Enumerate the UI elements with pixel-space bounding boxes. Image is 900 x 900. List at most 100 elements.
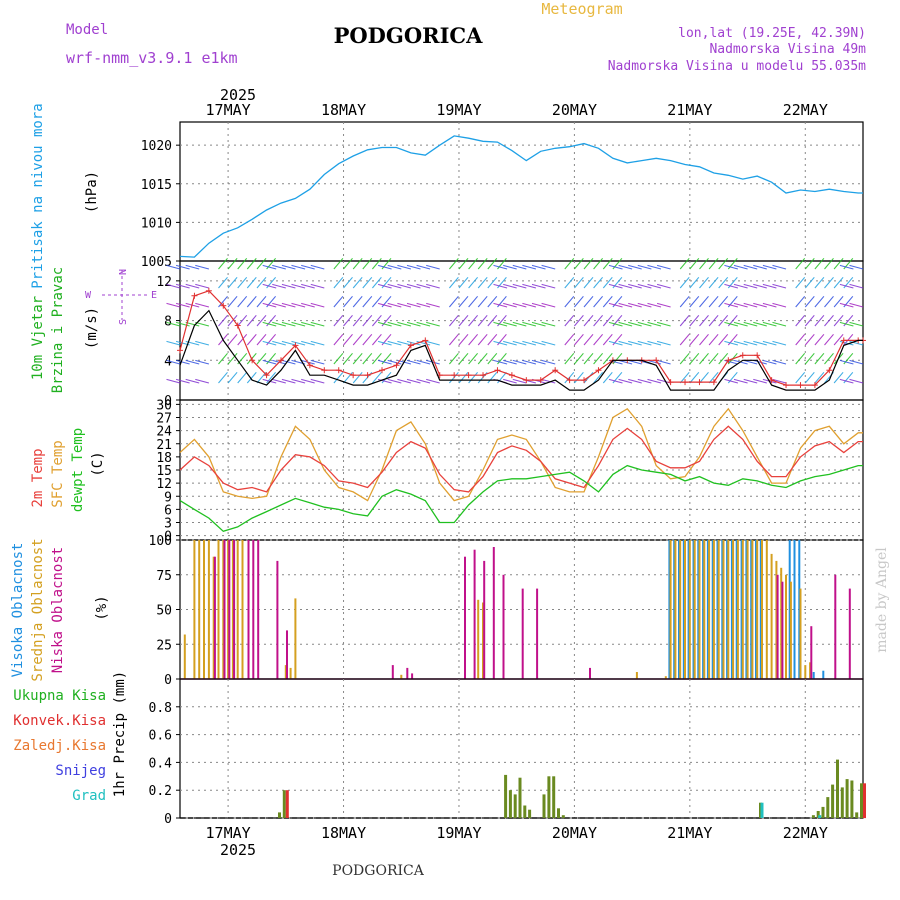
total-precip-bar bbox=[523, 805, 527, 818]
cloud-unit: (%) bbox=[94, 595, 110, 620]
day-label: 22MAY bbox=[783, 824, 828, 842]
wind-barb bbox=[458, 371, 469, 384]
wind-barb bbox=[618, 359, 633, 365]
wind-barb bbox=[839, 359, 854, 365]
wind-barb bbox=[468, 333, 479, 346]
wind-barb bbox=[628, 302, 642, 308]
day-label: 17MAY bbox=[206, 824, 251, 842]
wind-barb bbox=[371, 371, 382, 384]
wind-barb bbox=[343, 333, 353, 346]
footer-station: PODGORICA bbox=[332, 863, 425, 879]
wind-barb bbox=[512, 378, 527, 384]
wind-barb bbox=[849, 264, 864, 270]
day-label: 20MAY bbox=[552, 824, 597, 842]
wind-barb bbox=[804, 333, 815, 346]
wind-barb bbox=[839, 302, 854, 308]
wind-barb bbox=[772, 321, 787, 327]
wind-barb bbox=[699, 333, 709, 346]
total-precip-bar bbox=[557, 808, 560, 818]
wind-barb bbox=[733, 340, 748, 346]
wind-barb bbox=[522, 321, 537, 327]
total-precip-bar bbox=[811, 815, 815, 818]
wind-barb bbox=[487, 333, 498, 346]
wind-barb bbox=[814, 257, 825, 270]
wind-barb bbox=[733, 321, 748, 327]
wind-barb bbox=[743, 302, 758, 308]
mid-cloud-bar bbox=[741, 540, 744, 679]
wind-barb bbox=[166, 378, 181, 384]
coords-label: lon,lat (19.25E, 42.39N) bbox=[678, 26, 866, 41]
wind-barb bbox=[262, 283, 277, 289]
y-tick-label: 1015 bbox=[141, 178, 172, 193]
y-tick-label: 0.8 bbox=[149, 701, 172, 716]
wind-barb bbox=[237, 333, 248, 346]
precip-legend-snow: Snijeg bbox=[55, 763, 106, 779]
wind-barb bbox=[468, 314, 479, 327]
pressure-panel: 1005 1010 1015 1020 bbox=[141, 121, 864, 270]
wind-barb bbox=[718, 314, 729, 327]
wind-barb bbox=[291, 264, 306, 270]
wind-barb bbox=[628, 283, 642, 289]
wind-barb bbox=[281, 264, 296, 270]
mid-cloud-bar bbox=[193, 540, 196, 679]
wind-barb bbox=[175, 264, 190, 270]
y-tick-label: 30 bbox=[156, 398, 172, 413]
compass-n: N bbox=[118, 269, 129, 275]
wind-barb bbox=[804, 276, 815, 289]
wind-barb bbox=[753, 302, 767, 308]
wind-barb bbox=[333, 276, 344, 289]
low-cloud-bar bbox=[213, 556, 216, 679]
wind-barb bbox=[608, 321, 623, 327]
wind-barb bbox=[477, 295, 488, 308]
high-cloud-bar bbox=[687, 540, 690, 679]
precip-legend-conv: Konvek.Kisa bbox=[13, 713, 106, 729]
total-precip-bar bbox=[855, 812, 859, 818]
total-precip-bar bbox=[513, 794, 517, 818]
conv-precip-bar bbox=[863, 783, 866, 819]
high-cloud-bar bbox=[759, 540, 762, 679]
wind-barb bbox=[377, 359, 392, 365]
wind-barb bbox=[397, 378, 412, 384]
wind-barb bbox=[824, 295, 834, 308]
mid-cloud-bar bbox=[804, 665, 807, 679]
wind-barb bbox=[458, 314, 469, 327]
wind-barb bbox=[824, 276, 834, 289]
high-cloud-bar bbox=[750, 540, 753, 679]
wind-barb bbox=[608, 264, 623, 270]
wind-barb bbox=[487, 257, 498, 270]
low-cloud-bar bbox=[391, 665, 394, 679]
wind-barb bbox=[493, 302, 508, 308]
wind-barb bbox=[195, 359, 210, 365]
wind-barb bbox=[724, 340, 739, 346]
wind-barb bbox=[647, 283, 662, 289]
wind-barb bbox=[468, 352, 479, 365]
wind-barb bbox=[804, 352, 815, 365]
wind-barb bbox=[352, 352, 363, 365]
wind-ylabel-2: Brzina i Pravac bbox=[50, 267, 66, 393]
wind-barb bbox=[541, 378, 556, 384]
wind-barb bbox=[477, 314, 488, 327]
high-cloud-bar bbox=[822, 670, 825, 679]
total-precip-bar bbox=[831, 784, 835, 818]
wind-barb bbox=[762, 302, 777, 308]
wind-barb bbox=[458, 352, 469, 365]
high-cloud-bar bbox=[755, 540, 757, 679]
precip-legend-hail: Grad bbox=[72, 788, 106, 804]
wind-barb bbox=[708, 276, 719, 289]
wind-barb bbox=[310, 378, 325, 384]
wind-ylabel-1: 10m Vjetar bbox=[30, 296, 46, 380]
wind-barb bbox=[343, 257, 353, 270]
wind-barb bbox=[175, 302, 190, 308]
cloud-panel: 0 25 50 75 100 bbox=[149, 534, 864, 688]
wind-barb bbox=[487, 295, 498, 308]
wind-barb bbox=[814, 333, 825, 346]
wind-barb bbox=[602, 295, 613, 308]
wind-barb bbox=[593, 371, 604, 384]
wind-barb bbox=[291, 283, 306, 289]
wind-barb bbox=[656, 340, 671, 346]
y-tick-label: 12 bbox=[156, 477, 172, 492]
wind-barb bbox=[689, 352, 700, 365]
hail-bar bbox=[760, 802, 764, 818]
wind-barb bbox=[602, 314, 613, 327]
mid-cloud-bar bbox=[203, 540, 205, 679]
